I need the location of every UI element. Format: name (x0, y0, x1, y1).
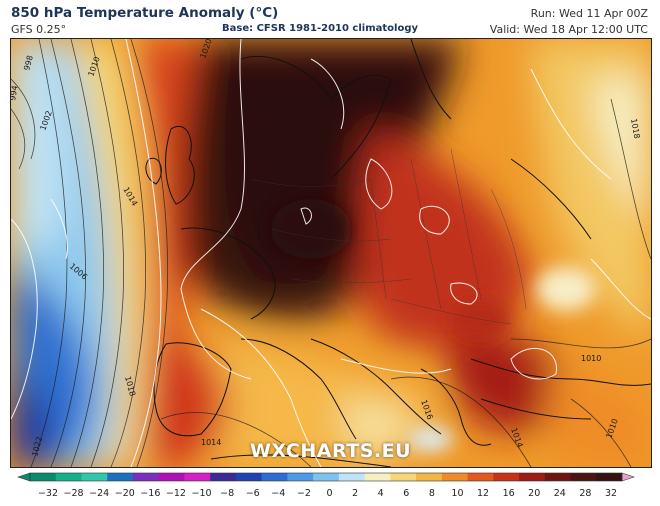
colorbar-cell (132, 473, 160, 481)
colorbar-tick-label: 32 (605, 488, 617, 499)
colorbar-cell (210, 473, 237, 481)
colorbar-tick-label: 28 (579, 488, 591, 499)
colorbar-cell (158, 473, 185, 481)
colorbar-cell (287, 473, 314, 481)
country-borders (250, 148, 527, 325)
colorbar-tick-label: −10 (192, 488, 212, 499)
anomaly-map[interactable]: 998 1010 1002 994 1014 1006 1018 1022 10… (10, 38, 652, 468)
colorbar-tick-label: 24 (554, 488, 566, 499)
isobar-label: 1010 (581, 354, 601, 363)
colorbar-cell (441, 473, 469, 481)
colorbar-cell (81, 473, 108, 481)
run-time: Run: Wed 11 Apr 00Z (530, 7, 648, 20)
colorbar-tick-label: −6 (246, 488, 260, 499)
colorbar-tick-label: 12 (477, 488, 489, 499)
colorbar-cell (519, 473, 546, 481)
colorbar-cell (416, 473, 443, 481)
colorbar-tick-label: 8 (429, 488, 435, 499)
colorbar-tick-label: −12 (166, 488, 186, 499)
colorbar-cell (261, 473, 288, 481)
coastlines (145, 39, 651, 467)
wxcharts-watermark: WXCHARTS.EU (250, 440, 412, 462)
isobar-label: 1018 (629, 118, 641, 140)
colorbar-cell (544, 473, 572, 481)
colorbar-arrow-right (621, 472, 635, 482)
colorbar-tick-label: −8 (220, 488, 234, 499)
colorbar-cell (493, 473, 520, 481)
colorbar-tick-label: −4 (271, 488, 285, 499)
anomaly-contours (11, 39, 651, 467)
colorbar-cell (596, 473, 623, 481)
colorbar-tick-label: −28 (64, 488, 84, 499)
colorbar-tick-label: 0 (326, 488, 332, 499)
map-canvas: 998 1010 1002 994 1014 1006 1018 1022 10… (11, 39, 651, 467)
valid-time: Valid: Wed 18 Apr 12:00 UTC (489, 23, 648, 36)
colorbar-tick-label: 6 (403, 488, 409, 499)
colorbar-cell (364, 473, 391, 481)
map-title: 850 hPa Temperature Anomaly (°C) (11, 5, 279, 21)
colorbar-cells (17, 472, 635, 482)
colorbar-cell (570, 473, 597, 481)
isobar-lines (11, 39, 651, 467)
colorbar-cell (313, 473, 340, 481)
colorbar-ticks: −32 −28 −24 −20 −16 −12 −10 −8 −6 −4 −2 0 2 4 6 8 10 12 16… (38, 488, 617, 499)
colorbar-cell (30, 473, 57, 481)
isobar-label: 1014 (201, 438, 221, 447)
climatology-label: Base: CFSR 1981-2010 climatology (222, 23, 419, 34)
colorbar-tick-label: 16 (503, 488, 515, 499)
colorbar-tick-label: −32 (38, 488, 58, 499)
colorbar-cell (467, 473, 494, 481)
colorbar-tick-label: 10 (451, 488, 463, 499)
isobar-label: 998 (22, 54, 35, 71)
colorbar-tick-label: 4 (378, 488, 384, 499)
colorbar-legend: −32 −28 −24 −20 −16 −12 −10 −8 −6 −4 −2 0 2 4 6 8 10 12 16… (17, 472, 635, 499)
colorbar-cell (390, 473, 417, 481)
colorbar-cell (184, 473, 211, 481)
colorbar-arrow-left (17, 472, 31, 482)
colorbar-border (29, 472, 623, 482)
colorbar-cell (107, 473, 134, 481)
isobar-label: 994 (11, 85, 20, 102)
colorbar-cell (235, 473, 263, 481)
colorbar-tick-label: 2 (352, 488, 358, 499)
colorbar-cell (338, 473, 366, 481)
colorbar-tick-label: −20 (115, 488, 135, 499)
colorbar-tick-label: 20 (528, 488, 540, 499)
colorbar-cell (55, 473, 82, 481)
model-label: GFS 0.25° (11, 23, 67, 36)
colorbar-tick-label: −2 (297, 488, 311, 499)
colorbar-tick-label: −16 (140, 488, 160, 499)
colorbar-tick-label: −24 (89, 488, 109, 499)
anomaly-detail (271, 199, 596, 451)
